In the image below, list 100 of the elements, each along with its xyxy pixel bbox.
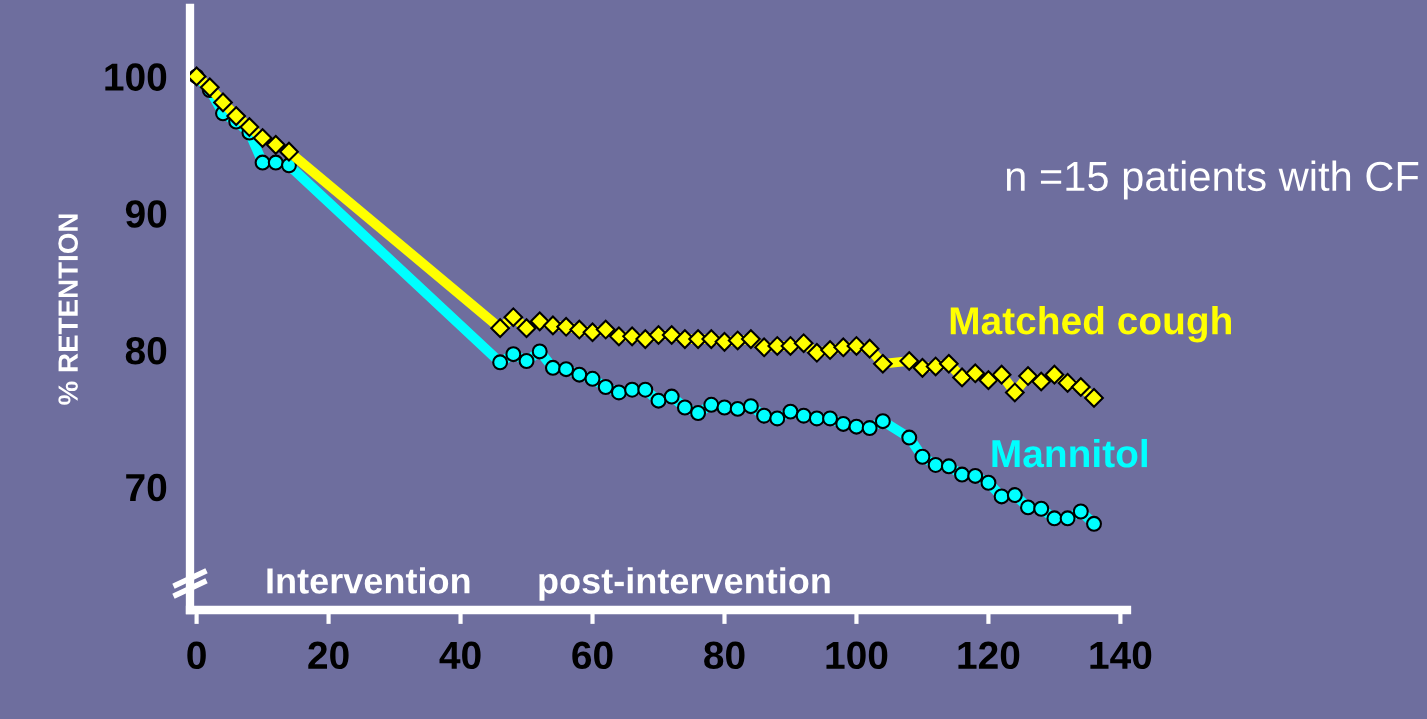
point (1057, 373, 1078, 393)
point (872, 353, 893, 374)
y-tick-label: 70 (126, 473, 167, 502)
point (901, 429, 918, 446)
point (571, 366, 588, 383)
point (874, 413, 891, 430)
y-tick-label: 90 (125, 200, 167, 228)
point (729, 400, 746, 417)
point (624, 381, 641, 398)
point (701, 329, 722, 349)
point (529, 311, 550, 332)
point (661, 325, 682, 345)
point (1044, 364, 1065, 385)
point (595, 319, 616, 340)
point (213, 92, 233, 113)
point (716, 399, 733, 416)
point (584, 370, 601, 387)
point (622, 326, 642, 347)
point (703, 396, 720, 413)
point (978, 370, 999, 391)
point (991, 364, 1012, 385)
y-tick-label: 80 (125, 336, 167, 365)
point (980, 474, 997, 491)
point (650, 392, 667, 409)
point (1020, 499, 1037, 516)
annotation: Intervention (267, 567, 470, 594)
point (267, 154, 284, 171)
point (492, 354, 509, 371)
point (782, 403, 799, 420)
point (252, 128, 273, 148)
point (965, 363, 986, 384)
point (1046, 510, 1063, 527)
x-tick-label: 100 (826, 641, 888, 670)
point (1018, 366, 1038, 386)
point (254, 154, 271, 171)
point (1031, 371, 1052, 392)
x-tick-label: 120 (958, 641, 1020, 670)
point (531, 343, 548, 360)
annotation: post-intervention (539, 567, 830, 601)
point (938, 353, 959, 374)
point (199, 77, 220, 98)
point (835, 415, 852, 432)
annotation: n =15 patients with CF (1006, 160, 1419, 200)
point (848, 418, 865, 435)
point (226, 106, 247, 126)
point (1086, 515, 1102, 532)
point (582, 322, 603, 343)
point (1084, 388, 1104, 408)
point (1059, 510, 1076, 527)
point (993, 488, 1010, 505)
x-tick-label: 20 (308, 641, 349, 670)
y-tick-label: 100 (105, 63, 167, 91)
x-tick-label: 0 (187, 641, 206, 670)
point (279, 141, 299, 162)
point (518, 353, 535, 369)
point (1004, 382, 1025, 403)
point (742, 398, 759, 415)
point (516, 318, 537, 339)
point (688, 329, 708, 349)
point (544, 359, 561, 376)
point (597, 379, 614, 395)
point (239, 117, 260, 137)
point (663, 388, 680, 405)
y-axis-title: % RETENTION (58, 214, 78, 405)
x-tick-label: 60 (572, 641, 613, 670)
point (914, 448, 931, 465)
point (954, 466, 971, 483)
point (927, 456, 944, 473)
point (861, 420, 878, 437)
x-tick-label: 80 (704, 641, 745, 670)
point (822, 410, 839, 427)
point (690, 405, 707, 421)
series-label: Matched cough (950, 305, 1231, 343)
point (505, 346, 522, 363)
point (569, 319, 590, 340)
point (795, 407, 812, 424)
point (899, 351, 920, 371)
point (490, 318, 511, 339)
point (793, 333, 814, 354)
point (859, 338, 880, 359)
x-tick-label: 140 (1090, 641, 1152, 670)
point (967, 467, 984, 484)
point (756, 407, 773, 424)
point (610, 384, 627, 401)
x-tick-label: 40 (439, 641, 481, 670)
point (769, 410, 786, 427)
series-label: Mannitol (992, 438, 1147, 468)
point (265, 134, 286, 155)
point (1070, 377, 1091, 397)
point (1072, 503, 1089, 520)
point (741, 329, 761, 349)
point (637, 381, 654, 398)
point (1033, 500, 1050, 517)
point (558, 361, 575, 378)
point (808, 410, 825, 427)
point (676, 399, 693, 416)
point (635, 329, 656, 349)
point (503, 307, 524, 328)
point (940, 458, 957, 475)
point (820, 340, 840, 360)
